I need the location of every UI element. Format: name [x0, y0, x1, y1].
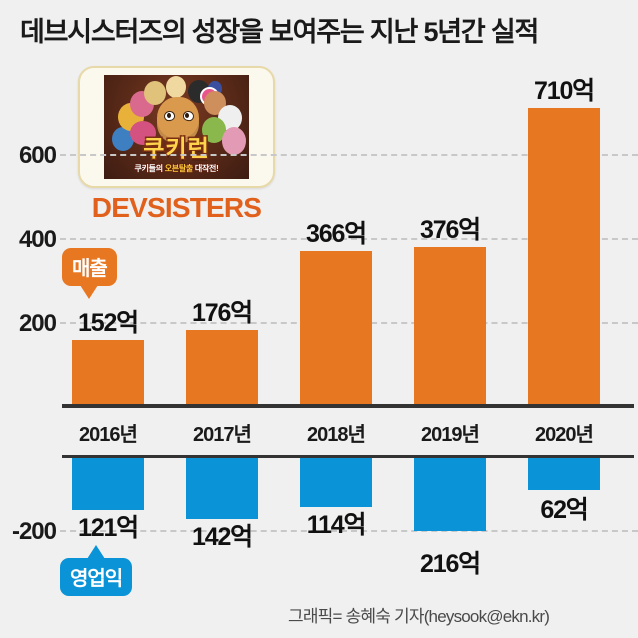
- game-subtitle-highlight: 오븐탈출: [164, 164, 194, 173]
- y-axis-tick-600: 600: [18, 142, 57, 169]
- cookie-character-icon: [130, 121, 156, 145]
- page-title: 데브시스터즈의 성장을 보여주는 지난 5년간 실적: [20, 17, 539, 47]
- cookie-pupil-left-icon: [167, 113, 171, 118]
- bar-operating-profit-2017: [186, 458, 258, 519]
- bar-revenue-2018: [300, 251, 372, 404]
- devsisters-wordmark: DEVSISTERS: [91, 192, 262, 223]
- value-label-revenue-2020: 710억: [534, 77, 595, 105]
- phone-screen: 쿠키런 쿠키들의 오븐탈출 대작전!: [104, 75, 249, 179]
- value-label-revenue-2019: 376억: [420, 216, 481, 244]
- value-label-revenue-2016: 152억: [78, 309, 139, 337]
- value-label-operating-profit-2019: 216억: [420, 550, 481, 578]
- gridline-minus-200: [60, 530, 638, 532]
- game-subtitle: 쿠키들의 오븐탈출 대작전!: [104, 163, 249, 174]
- value-label-operating-profit-2020: 62억: [540, 496, 588, 524]
- game-subtitle-part-2: 대작전!: [192, 164, 219, 173]
- value-label-revenue-2018: 366억: [306, 220, 367, 248]
- graphic-credit: 그래픽= 송혜숙 기자(heysook@ekn.kr): [288, 607, 550, 626]
- cookie-character-icon: [222, 127, 246, 155]
- zero-axis-line-lower: [62, 455, 634, 458]
- bar-operating-profit-2019: [414, 458, 486, 531]
- cookie-run-artwork: 쿠키런 쿠키들의 오븐탈출 대작전!: [104, 75, 249, 179]
- x-axis-label-2017: 2017년: [193, 424, 252, 446]
- value-label-operating-profit-2017: 142억: [192, 523, 253, 551]
- cookie-pupil-right-icon: [185, 113, 189, 118]
- value-label-revenue-2017: 176억: [192, 299, 253, 327]
- bar-revenue-2020: [528, 108, 600, 404]
- phone-mockup: 쿠키런 쿠키들의 오븐탈출 대작전!: [78, 66, 275, 188]
- value-label-operating-profit-2018: 114억: [306, 511, 367, 539]
- cookie-character-icon: [144, 81, 166, 105]
- x-axis-label-2018: 2018년: [307, 424, 366, 446]
- y-axis-tick-200: 200: [18, 310, 57, 337]
- y-axis-tick-400: 400: [18, 226, 57, 253]
- bar-operating-profit-2018: [300, 458, 372, 507]
- gridline-400: [60, 238, 638, 240]
- x-axis-label-2016: 2016년: [79, 424, 138, 446]
- legend-badge-revenue: 매출: [62, 248, 117, 299]
- game-subtitle-part-1: 쿠키들의: [134, 164, 165, 173]
- zero-axis-line-upper: [62, 404, 634, 408]
- value-label-operating-profit-2016: 121억: [78, 514, 139, 542]
- bar-revenue-2017: [186, 330, 258, 404]
- cookie-character-icon: [166, 76, 186, 98]
- bar-operating-profit-2016: [72, 458, 144, 510]
- x-axis-label-2020: 2020년: [535, 424, 594, 446]
- bar-revenue-2016: [72, 340, 144, 404]
- x-axis-label-2019: 2019년: [421, 424, 480, 446]
- y-axis-tick-minus-200: -200: [11, 518, 57, 545]
- bar-revenue-2019: [414, 247, 486, 404]
- legend-badge-operating-profit: 영업익: [60, 545, 133, 596]
- bar-operating-profit-2020: [528, 458, 600, 490]
- cookie-character-icon: [112, 127, 134, 151]
- gridline-600: [60, 154, 638, 156]
- game-title-logo: 쿠키런: [143, 135, 210, 161]
